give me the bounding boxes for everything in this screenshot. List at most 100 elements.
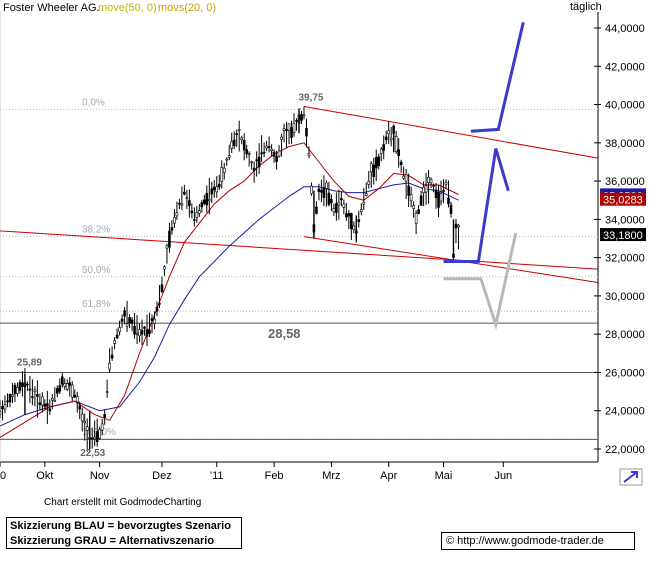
x-tick-label-7: Apr: [380, 470, 397, 482]
y-tick-label-8: 38,0000: [605, 138, 645, 150]
price-candle-79: [195, 212, 199, 218]
x-tick-label-5: Feb: [265, 470, 284, 482]
price-candle-155: [384, 136, 388, 141]
annotations: 39,75 25,89 22,53: [17, 92, 324, 459]
price-candle-163: [404, 174, 408, 182]
price-candle-33: [80, 413, 84, 422]
price-candle-29: [70, 384, 74, 398]
price-candle-105: [260, 152, 263, 155]
price-candle-110: [272, 151, 276, 157]
price-candle-70: [173, 217, 176, 224]
price-candle-129: [320, 190, 323, 193]
price-candle-11: [26, 383, 29, 386]
price-candle-89: [220, 167, 224, 182]
price-candle-104: [257, 156, 261, 168]
price-candle-5: [11, 394, 14, 397]
price-candle-150: [372, 164, 376, 177]
price-candle-72: [178, 202, 181, 205]
scenario-grey: [443, 232, 518, 331]
price-candle-0: [0, 411, 2, 415]
x-tick-label-0: 10: [0, 470, 6, 482]
price-candle-12: [28, 388, 32, 391]
price-candle-147: [364, 193, 368, 196]
svg-text:33,1800: 33,1800: [603, 230, 643, 242]
price-candle-99: [245, 149, 248, 155]
price-candle-165: [409, 194, 413, 202]
price-candle-20: [48, 408, 52, 412]
x-tick-label-4: '11: [210, 470, 224, 482]
price-candle-171: [424, 185, 428, 193]
price-candle-170: [422, 186, 425, 194]
price-candle-71: [175, 212, 179, 217]
price-candle-44: [108, 362, 111, 370]
price-candle-146: [362, 201, 366, 205]
price-candle-175: [434, 189, 438, 198]
stock-title: Foster Wheeler AG.: [3, 2, 100, 14]
hline-label-0: 0,0%: [82, 97, 105, 108]
price-candle-116: [287, 123, 291, 131]
price-candle-41: [100, 423, 104, 431]
price-candle-140: [347, 213, 351, 217]
price-candle-134: [332, 207, 336, 213]
price-candle-130: [322, 187, 326, 198]
hline-label-3: 61,8%: [82, 299, 110, 310]
y-tick-label-5: 32,0000: [605, 253, 645, 265]
trendline-2: [303, 236, 599, 284]
y-tick-label-0: 22,0000: [605, 444, 645, 456]
source-link[interactable]: © http://www.godmode-trader.de: [441, 532, 635, 550]
price-candle-23: [56, 388, 59, 394]
price-candle-85: [210, 188, 214, 195]
price-candle-183: [454, 223, 458, 229]
price-candle-180: [447, 197, 450, 205]
price-candle-78: [193, 219, 196, 221]
price-candle-68: [168, 230, 171, 248]
y-tick-label-10: 42,0000: [605, 61, 645, 73]
price-tag-1: 35,0283: [600, 192, 646, 207]
trendline-0: [0, 230, 599, 270]
price-candle-86: [212, 186, 216, 191]
price-candle-13: [31, 396, 34, 398]
price-candle-50: [123, 310, 126, 317]
price-candle-114: [282, 128, 286, 131]
price-candle-52: [128, 317, 131, 324]
price-candle-92: [227, 155, 231, 158]
period-label: täglich: [570, 1, 602, 13]
scenario-blue: [443, 148, 510, 263]
price-candle-67: [165, 245, 169, 249]
price-candle-177: [439, 193, 443, 202]
price-candle-64: [158, 302, 161, 305]
price-candle-76: [188, 200, 191, 206]
price-candle-74: [183, 191, 186, 195]
price-candle-6: [13, 384, 17, 394]
price-candle-73: [180, 203, 184, 206]
price-candle-121: [300, 114, 303, 121]
price-candle-34: [83, 421, 87, 424]
price-candle-65: [160, 284, 164, 292]
y-axis: 22,0000 24,0000 26,0000 28,0000 30,0000 32,00…: [594, 23, 645, 456]
y-tick-label-7: 36,0000: [605, 176, 645, 188]
y-tick-label-1: 24,0000: [605, 406, 645, 418]
price-candle-127: [315, 206, 318, 214]
ma50-label: move(50, 0): [98, 2, 157, 14]
price-candle-40: [98, 429, 101, 439]
y-tick-label-6: 34,0000: [605, 214, 645, 226]
price-candle-49: [120, 318, 124, 322]
price-candle-98: [242, 140, 246, 151]
price-candle-9: [21, 382, 24, 387]
trendline-1: [303, 105, 599, 159]
price-candle-24: [58, 385, 62, 392]
price-candle-90: [222, 167, 226, 173]
price-candle-145: [359, 209, 363, 212]
price-candle-81: [200, 202, 204, 208]
price-candle-66: [163, 266, 166, 270]
price-tag-2: 33,1800: [600, 228, 646, 242]
price-candle-115: [285, 129, 288, 131]
trend-lines: [0, 105, 599, 284]
price-candle-133: [330, 199, 333, 203]
price-candle-27: [65, 383, 69, 390]
y-tick-label-4: 30,0000: [605, 291, 645, 303]
price-candle-100: [247, 153, 251, 155]
price-candle-93: [230, 141, 234, 149]
axis-arrow-button[interactable]: [619, 468, 643, 486]
price-candle-132: [327, 192, 331, 205]
